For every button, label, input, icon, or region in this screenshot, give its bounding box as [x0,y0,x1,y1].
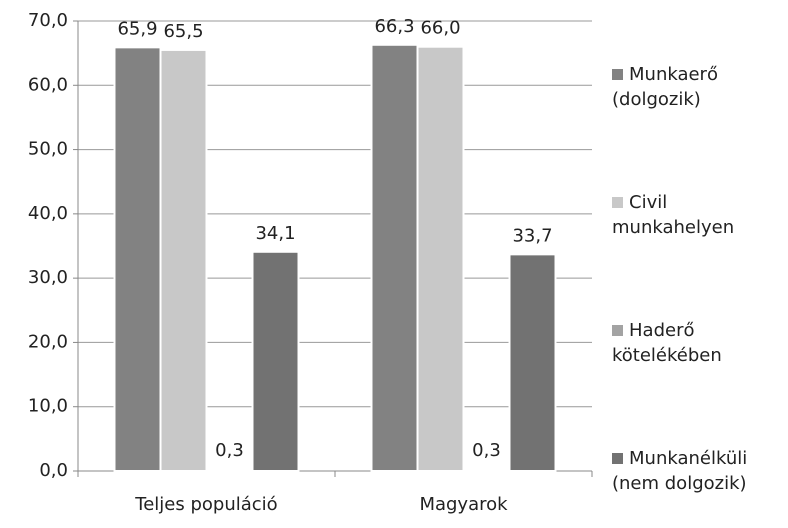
y-tick-label: 70,0 [28,10,68,31]
data-label: 33,7 [512,225,552,246]
y-tick-label: 50,0 [28,139,68,160]
bar [416,45,465,472]
y-tick-label: 40,0 [28,203,68,224]
x-tick-label: Magyarok [419,494,508,515]
legend-swatch [612,69,623,80]
data-label: 66,3 [374,16,414,37]
bar [205,468,254,473]
data-label: 0,3 [472,440,501,461]
y-tick-label: 20,0 [28,331,68,352]
legend-item: Civil munkahelyen [612,190,788,240]
x-tick-label: Teljes populáció [134,494,277,515]
data-label: 34,1 [255,223,295,244]
data-label: 66,0 [420,18,460,39]
bar [159,48,208,473]
legend-item: Munkaerő (dolgozik) [612,62,788,112]
legend-label: Munkaerő (dolgozik) [612,64,718,110]
y-tick-label: 30,0 [28,267,68,288]
bar [370,43,419,473]
bar [508,253,557,472]
legend-label: Civil munkahelyen [612,192,735,238]
data-label: 65,5 [163,21,203,42]
legend-swatch [612,453,623,464]
data-label: 65,9 [117,18,157,39]
legend-swatch [612,197,623,208]
legend-swatch [612,325,623,336]
y-tick-label: 60,0 [28,74,68,95]
bar [251,250,300,472]
bar [462,468,511,473]
legend-label: Haderő kötelékében [612,320,722,366]
bar [113,46,162,472]
legend-item: Munkanélküli (nem dolgozik) [612,446,788,496]
legend-label: Munkanélküli (nem dolgozik) [612,448,748,494]
y-tick-label: 0,0 [39,460,68,481]
legend-item: Haderő kötelékében [612,318,788,368]
y-tick-label: 10,0 [28,396,68,417]
data-label: 0,3 [215,440,244,461]
